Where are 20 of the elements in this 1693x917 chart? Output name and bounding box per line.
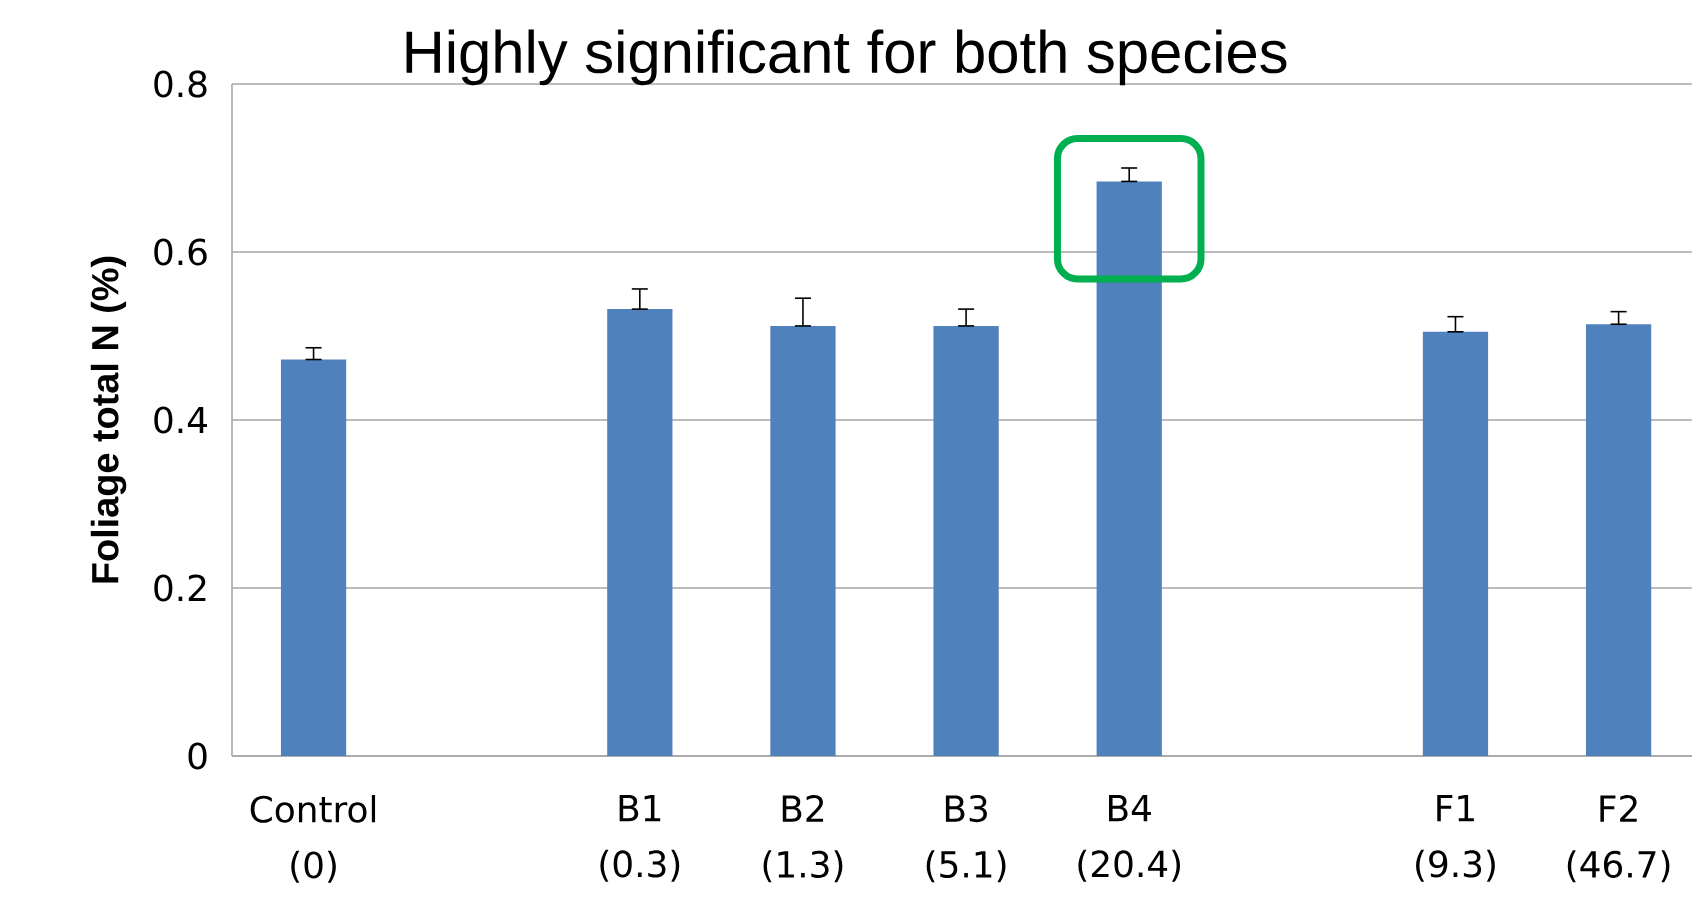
x-tick-label: F2 (46.7) [1567, 795, 1670, 883]
bar [1585, 324, 1652, 756]
y-axis-title: Foliage total N (%) [90, 256, 127, 583]
y-tick-label: 0.2 [154, 574, 206, 602]
bar [280, 359, 347, 756]
y-tick-label: 0 [188, 742, 207, 770]
x-tick-label: B2 (1.3) [763, 795, 843, 883]
y-tick-label: 0.8 [154, 70, 207, 98]
x-tick-label: B4 (20.4) [1078, 795, 1181, 882]
bar [770, 325, 836, 756]
y-tick-label: 0.6 [154, 238, 207, 266]
bar [933, 325, 999, 756]
bar [1422, 331, 1489, 756]
x-tick-label: Control (0) [250, 795, 376, 883]
chart-title: Highly significant for both species [406, 29, 1287, 86]
x-tick-label: B3 (5.1) [926, 795, 1006, 883]
y-tick-label: 0.4 [154, 406, 207, 434]
x-tick-label: F1 (9.3) [1416, 795, 1495, 882]
bar [607, 309, 673, 756]
x-tick-label: B1 (0.3) [600, 795, 680, 882]
